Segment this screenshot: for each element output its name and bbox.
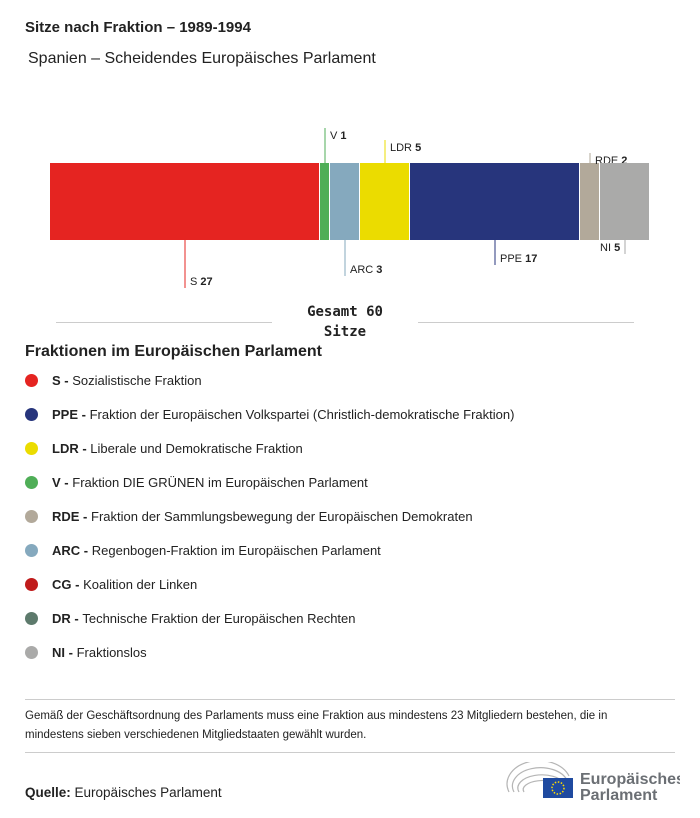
legend-name: Fraktionslos (76, 645, 147, 660)
legend-name: Fraktion der Europäischen Volkspartei (C… (89, 407, 515, 422)
legend-dot (25, 476, 38, 489)
legend-abbr: PPE - (52, 407, 86, 422)
legend-item: S - Sozialistische Fraktion (25, 373, 202, 388)
total-unit: Sitze (323, 324, 367, 340)
legend-name: Sozialistische Fraktion (72, 373, 202, 388)
legend-abbr: RDE - (52, 509, 88, 524)
data-label-ni: NI 5 (600, 242, 620, 254)
bar-segment-s (50, 163, 319, 240)
bar-segment-v (320, 163, 329, 240)
total-label: Gesamt 60 (307, 304, 383, 320)
bar-segment-arc (330, 163, 359, 240)
legend-dot (25, 646, 38, 659)
legend-item: V - Fraktion DIE GRÜNEN im Europäischen … (25, 475, 368, 490)
data-label-ppe: PPE 17 (500, 253, 537, 265)
data-label-s: S 27 (190, 276, 213, 288)
legend-abbr: V - (52, 475, 69, 490)
divider (25, 699, 675, 700)
divider (418, 322, 634, 323)
legend-abbr: NI - (52, 645, 73, 660)
divider (25, 752, 675, 753)
legend-name: Fraktion DIE GRÜNEN im Europäischen Parl… (72, 475, 368, 490)
legend-dot (25, 442, 38, 455)
legend-item: NI - Fraktionslos (25, 645, 147, 660)
legend-item: CG - Koalition der Linken (25, 577, 197, 592)
legend-item: PPE - Fraktion der Europäischen Volkspar… (25, 407, 514, 422)
legend-item: ARC - Regenbogen-Fraktion im Europäische… (25, 543, 381, 558)
source: Quelle: Europäisches Parlament (25, 785, 222, 800)
legend-item: LDR - Liberale und Demokratische Fraktio… (25, 441, 303, 456)
legend-item: RDE - Fraktion der Sammlungsbewegung der… (25, 509, 473, 524)
legend-title: Fraktionen im Europäischen Parlament (25, 343, 322, 360)
legend-item: DR - Technische Fraktion der Europäische… (25, 611, 356, 626)
legend-dot (25, 374, 38, 387)
legend-dot (25, 544, 38, 557)
legend-abbr: LDR - (52, 441, 87, 456)
bar-segment-ni (600, 163, 649, 240)
data-label-ldr: LDR 5 (390, 142, 421, 154)
legend-dot (25, 578, 38, 591)
footnote: Gemäß der Geschäftsordnung des Parlament… (25, 710, 608, 741)
legend-dot (25, 510, 38, 523)
legend-name: Fraktion der Sammlungsbewegung der Europ… (91, 509, 473, 524)
svg-text:Parlament: Parlament (580, 787, 658, 802)
total-seats: Gesamt 60 Sitze (272, 302, 418, 342)
legend-abbr: S - (52, 373, 69, 388)
legend-dot (25, 612, 38, 625)
bar-segment-rde (580, 163, 599, 240)
bar-segment-ldr (360, 163, 409, 240)
source-label: Quelle: (25, 785, 71, 800)
svg-text:Europäisches: Europäisches (580, 771, 680, 788)
data-label-v: V 1 (330, 130, 347, 142)
legend-abbr: DR - (52, 611, 79, 626)
ep-logo: Europäisches Parlament (505, 760, 685, 807)
bar-segment-ppe (410, 163, 579, 240)
legend-dot (25, 408, 38, 421)
legend-name: Koalition der Linken (83, 577, 198, 592)
data-label-arc: ARC 3 (350, 264, 382, 276)
legend-abbr: ARC - (52, 543, 89, 558)
chart-subtitle: Spanien – Scheidendes Europäisches Parla… (28, 50, 376, 67)
source-value: Europäisches Parlament (74, 785, 222, 800)
legend-abbr: CG - (52, 577, 80, 592)
legend-name: Liberale und Demokratische Fraktion (90, 441, 303, 456)
divider (56, 322, 272, 323)
chart-title: Sitze nach Fraktion – 1989-1994 (25, 19, 251, 36)
legend-name: Regenbogen-Fraktion im Europäischen Parl… (91, 543, 381, 558)
legend-name: Technische Fraktion der Europäischen Rec… (82, 611, 356, 626)
